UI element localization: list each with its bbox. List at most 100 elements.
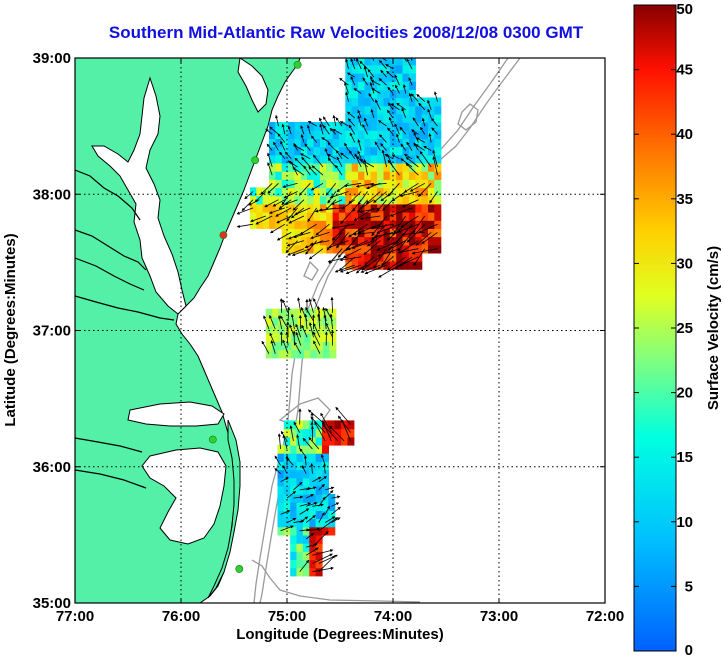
velocity-vector — [419, 150, 432, 168]
velocity-vector — [357, 223, 381, 234]
velocity-vector — [400, 158, 413, 168]
velocity-cell — [421, 105, 429, 115]
velocity-cell — [345, 261, 353, 270]
velocity-vector — [302, 437, 313, 450]
albemarle-sound — [127, 401, 225, 427]
velocity-vector — [292, 167, 305, 176]
velocity-cell — [358, 113, 365, 123]
velocity-cell — [294, 244, 302, 254]
velocity-vector — [347, 118, 356, 127]
velocity-cell — [377, 171, 385, 180]
velocity-vector — [361, 256, 381, 271]
velocity-cell — [249, 195, 257, 205]
velocity-vector — [380, 69, 387, 78]
velocity-cell — [345, 154, 353, 164]
velocity-cell — [294, 146, 302, 156]
velocity-cell — [296, 510, 304, 520]
velocity-cell — [319, 171, 327, 180]
velocity-cell — [338, 244, 346, 254]
velocity-vector — [311, 165, 324, 176]
velocity-cell — [370, 89, 378, 99]
velocity-cell — [396, 113, 404, 123]
velocity-cell — [323, 308, 330, 318]
colorbar-tick-label: 45 — [676, 62, 693, 79]
velocity-cell — [288, 154, 296, 164]
velocity-vector — [329, 191, 349, 199]
velocity-cell — [275, 220, 283, 229]
velocity-cell — [329, 308, 337, 318]
velocity-cell — [408, 220, 416, 229]
velocity-vector — [431, 117, 438, 127]
velocity-vector — [359, 199, 375, 210]
velocity-vector — [287, 248, 305, 256]
velocity-vector — [290, 313, 295, 330]
velocity-cell — [434, 195, 442, 205]
velocity-vector — [330, 296, 334, 313]
velocity-cell — [383, 171, 391, 180]
velocity-vector — [350, 76, 356, 86]
velocity-cell — [296, 428, 304, 438]
y-tick-label: 38:00 — [33, 186, 71, 203]
velocity-cell — [315, 526, 323, 536]
velocity-cell — [281, 236, 289, 246]
velocity-cell — [269, 154, 276, 164]
velocity-cell — [428, 244, 435, 254]
velocity-vector — [412, 117, 419, 127]
velocity-cell — [364, 171, 372, 180]
velocity-cell — [277, 494, 285, 503]
velocity-cell — [396, 105, 404, 115]
velocity-vector — [318, 554, 338, 564]
velocity-vector — [299, 516, 309, 523]
velocity-cell — [402, 212, 410, 221]
velocity-vector — [363, 240, 381, 256]
velocity-cell — [265, 349, 273, 359]
velocity-vector — [388, 116, 394, 127]
velocity-cell — [396, 122, 404, 131]
velocity-cell — [256, 212, 264, 221]
velocity-cell — [307, 236, 315, 246]
velocity-cell — [272, 341, 280, 351]
velocity-cell — [300, 220, 308, 229]
velocity-vector — [324, 516, 336, 523]
velocity-cell — [300, 187, 308, 197]
velocity-cell — [296, 469, 304, 479]
velocity-cell — [326, 162, 334, 172]
velocity-cell — [389, 187, 397, 197]
velocity-vector — [416, 93, 426, 102]
velocity-cell — [370, 187, 378, 197]
velocity-cell — [290, 477, 298, 487]
velocity-cell — [421, 162, 429, 172]
colorbar-tick-label: 0 — [685, 642, 693, 659]
velocity-vector — [403, 182, 419, 193]
velocity-cell — [291, 316, 299, 326]
velocity-cell — [396, 138, 404, 148]
velocity-vector — [310, 416, 326, 433]
velocity-vector — [294, 207, 311, 216]
velocity-vector — [377, 248, 400, 257]
velocity-cell — [304, 333, 311, 342]
velocity-vector — [402, 84, 407, 94]
velocity-vector — [335, 150, 343, 160]
velocity-cell — [296, 494, 304, 503]
velocity-vector — [380, 143, 387, 151]
velocity-vector — [395, 84, 400, 94]
velocity-vector — [298, 183, 311, 196]
velocity-vector — [308, 166, 317, 176]
velocity-cell — [310, 325, 318, 334]
velocity-vector — [299, 559, 310, 572]
velocity-cell — [351, 97, 359, 107]
velocity-vector — [343, 182, 362, 188]
velocity-cell — [364, 203, 372, 213]
velocity-cell — [408, 64, 416, 74]
velocity-cell — [402, 179, 410, 189]
velocity-cell — [290, 534, 298, 544]
velocity-cell — [377, 97, 385, 107]
velocity-cell — [370, 58, 378, 66]
velocity-cell — [421, 187, 429, 197]
velocity-cell — [275, 179, 283, 189]
velocity-cell — [402, 97, 410, 107]
velocity-cell — [370, 81, 378, 90]
velocity-cell — [269, 146, 276, 156]
velocity-cell — [281, 244, 289, 254]
velocity-vector — [346, 72, 355, 78]
